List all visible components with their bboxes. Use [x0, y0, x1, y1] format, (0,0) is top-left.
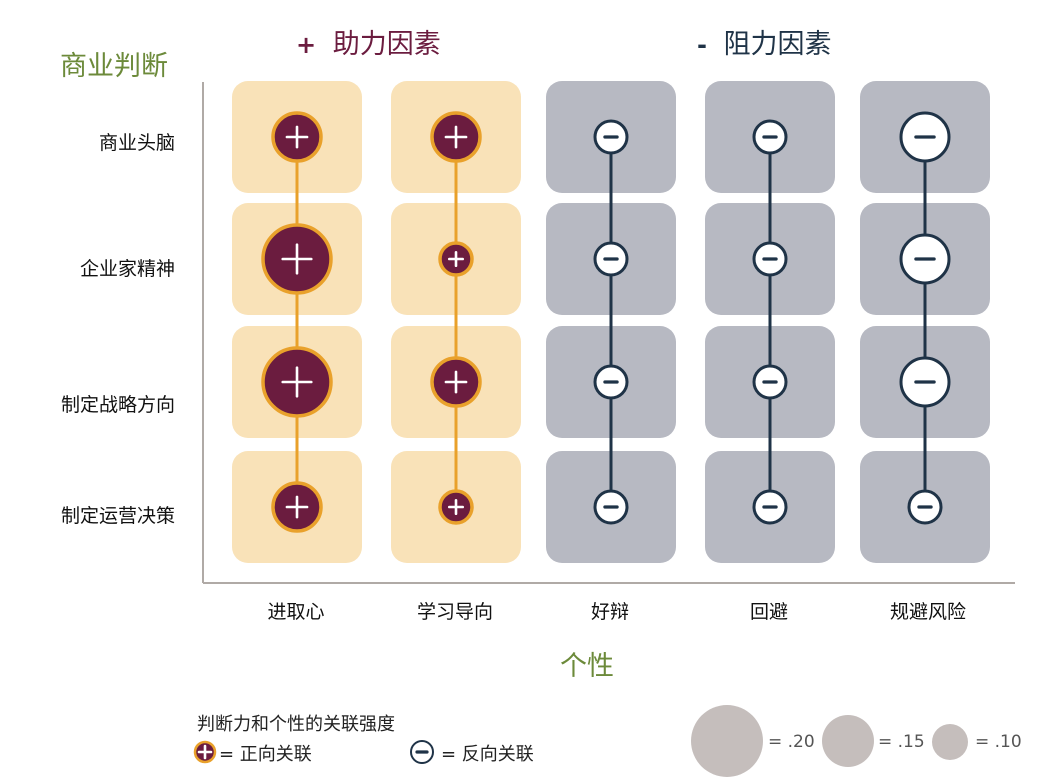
legend-size-circle [932, 724, 968, 760]
row-label: 制定战略方向 [60, 394, 175, 416]
y-axis-title: 商业判断 [60, 51, 168, 82]
legend-size-circle [691, 705, 763, 777]
row-label: 制定运营决策 [60, 505, 175, 527]
row-label: 商业头脑 [98, 132, 175, 154]
row-label: 企业家精神 [79, 258, 175, 280]
column-label: 进取心 [267, 601, 325, 623]
legend-size-label: = .15 [878, 732, 925, 752]
column-label: 学习导向 [416, 601, 493, 623]
legend-size-label: = .10 [975, 732, 1022, 752]
legend-positive-label: = 正向关联 [219, 744, 312, 765]
x-axis-title: 个性 [560, 651, 614, 682]
legend-title: 判断力和个性的关联强度 [197, 714, 395, 735]
group-name-negative: 阻力因素 [723, 29, 832, 60]
group-sign-positive: + [296, 31, 317, 59]
group-header-positive: + 助力因素 [296, 22, 441, 61]
legend-negative-label: = 反向关联 [441, 744, 534, 765]
column-label: 回避 [749, 601, 788, 623]
column-label: 好辩 [590, 601, 629, 623]
group-header-negative: - 阻力因素 [697, 22, 832, 61]
legend-size-label: = .20 [768, 732, 815, 752]
legend-size-circle [822, 715, 874, 767]
group-sign-negative: - [697, 31, 707, 59]
column-label: 规避风险 [889, 601, 966, 623]
group-name-positive: 助力因素 [332, 29, 441, 60]
